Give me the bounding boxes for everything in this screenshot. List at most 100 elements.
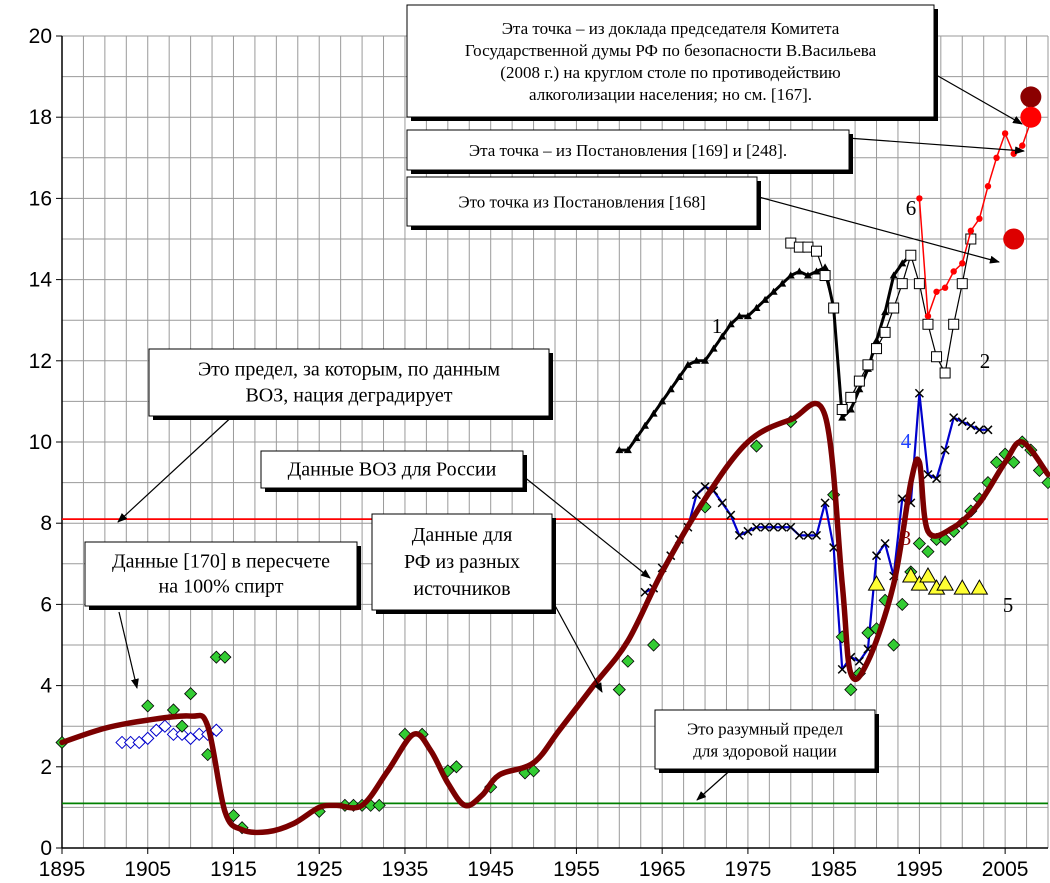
series-6-point (933, 288, 940, 295)
series-1-point (761, 295, 770, 303)
series-5-point (936, 575, 954, 591)
green-data-point (861, 626, 875, 640)
series-4-point (957, 417, 967, 427)
x-tick-label: 1915 (210, 858, 257, 881)
x-tick-label: 1965 (639, 858, 686, 881)
green-data-point (1041, 476, 1050, 490)
series-label-6: 6 (906, 196, 917, 220)
series-6-point (993, 154, 1000, 161)
annotation-arrow (551, 599, 603, 693)
series-1-point (666, 385, 675, 393)
blue-open-point (175, 727, 189, 742)
series-2-point (948, 318, 960, 330)
series-2-point (853, 375, 865, 387)
series-6-point (1001, 130, 1009, 137)
green-data-point (844, 683, 858, 697)
green-data-point (175, 719, 189, 733)
series-4-point (777, 522, 787, 532)
green-data-point (141, 699, 155, 713)
x-tick-label: 1905 (124, 858, 171, 881)
series-3-trend-curve (59, 400, 1050, 836)
green-data-point (526, 764, 541, 778)
green-data-point (647, 638, 661, 652)
green-data-point (895, 597, 909, 611)
series-1-point (898, 259, 907, 267)
series-4-point (820, 498, 830, 508)
series-1-point (726, 320, 735, 328)
series-5-point (970, 579, 989, 595)
x-tick-label: 1925 (296, 858, 343, 881)
series-4-point (880, 538, 890, 549)
annotation-text-line: ВОЗ, нация деградирует (245, 385, 452, 407)
series-4-point (811, 530, 822, 540)
series-2-point (879, 326, 891, 338)
series-4-point (974, 425, 984, 435)
highlight-points (1003, 86, 1042, 250)
series-4-point (923, 469, 933, 480)
series-4-point (837, 664, 847, 674)
series-label-1: 1 (712, 314, 723, 338)
annotation-arrow (522, 475, 651, 579)
y-tick-label: 14 (29, 269, 53, 292)
series-2-point (819, 270, 831, 282)
annotation-text-line: Данные для (412, 524, 513, 546)
annotation-text-line: (2008 г.) на круглом столе по противодей… (500, 63, 841, 82)
series-4-point (760, 522, 770, 532)
series-1-point (649, 409, 658, 417)
series-label-4: 4 (901, 429, 912, 453)
series-1-point (675, 373, 684, 381)
series-4-point (803, 530, 813, 540)
series-1-point (855, 385, 864, 393)
series-1-point (743, 312, 752, 320)
series-1-point (658, 397, 667, 405)
annotation-text-line: Это точка из Постановления [168] (458, 193, 705, 212)
series-2-line (790, 238, 972, 411)
series-4-point (743, 526, 753, 536)
series-1-point (701, 356, 710, 364)
series-2-point (905, 249, 917, 261)
annotation-text-line: Эта точка – из Постановления [169] и [24… (469, 141, 787, 160)
series-1-point (623, 446, 632, 454)
green-data-point (749, 439, 764, 453)
annotation-text-line: Данные ВОЗ для России (288, 459, 497, 481)
y-tick-label: 18 (29, 106, 52, 129)
series-4-point (914, 388, 924, 398)
series-label-5: 5 (1003, 593, 1014, 617)
green-data-point (449, 760, 463, 774)
series-4-point (786, 522, 796, 532)
x-tick-label: 2005 (982, 858, 1029, 881)
green-data-point (372, 798, 386, 812)
series-1-point (709, 344, 718, 352)
y-tick-label: 6 (40, 593, 52, 616)
annotation-box (84, 541, 358, 607)
x-tick-label: 1975 (725, 858, 772, 881)
series-2-point (888, 302, 900, 314)
x-tick-label: 1985 (810, 858, 857, 881)
y-tick-label: 8 (40, 512, 52, 535)
annotation-box (406, 4, 935, 118)
annotation-box (148, 348, 550, 417)
x-tick-label: 1895 (39, 858, 86, 881)
y-tick-label: 2 (40, 756, 52, 779)
green-data-point (621, 654, 635, 668)
series-1-point (812, 267, 821, 275)
series-1-point (786, 271, 795, 279)
series-2-point (913, 278, 925, 290)
series-6-point (941, 284, 949, 291)
series-6-point (924, 312, 932, 320)
series-labels: 1 2 3 4 5 6 (712, 196, 1014, 617)
series-1-point (795, 267, 804, 275)
series-1-point (683, 360, 692, 368)
y-tick-label: 4 (40, 675, 52, 698)
series-6-point (950, 268, 957, 275)
series-1-point (778, 279, 787, 287)
series-1-point (838, 413, 847, 421)
series-2-point (922, 318, 934, 330)
series-1-point (769, 287, 778, 295)
annotation-text-line: Данные [170] в пересчете (112, 551, 330, 573)
series-1-point (846, 405, 855, 413)
series-1-point (718, 332, 727, 340)
highlight-point (1003, 228, 1025, 250)
series-4-point (751, 522, 762, 532)
